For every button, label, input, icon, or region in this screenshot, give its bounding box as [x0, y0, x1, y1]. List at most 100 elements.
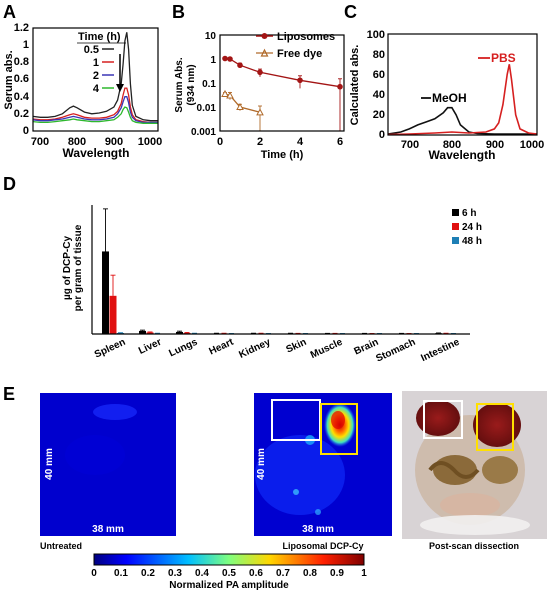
- d-legend-label: 24 h: [462, 222, 482, 233]
- a-ylabel: Serum abs.: [3, 50, 15, 109]
- pa-image-liposomal: 40 mm 38 mm: [254, 393, 392, 536]
- panel-label-e: E: [3, 384, 15, 404]
- a-ytick: 1: [23, 39, 29, 51]
- b-ytick: 0.1: [202, 79, 216, 90]
- a-xtick: 900: [105, 136, 123, 148]
- colorbar-tick: 1: [361, 568, 367, 579]
- c-ytick: 40: [373, 89, 385, 101]
- b-point: [221, 89, 229, 97]
- d-bar: [139, 330, 146, 334]
- d-legend-swatch: [452, 223, 459, 230]
- chart-c-frame: [387, 33, 538, 136]
- d-bar: [109, 295, 117, 334]
- c-ytick: 0: [379, 129, 385, 141]
- panel-e: 40 mm 38 mm Untreated 40 mm 38 mm Liposo…: [40, 391, 547, 591]
- dissection-photo: [402, 391, 547, 539]
- chart-b-marks: [221, 55, 343, 131]
- d-xtick: Heart: [207, 336, 235, 357]
- c-xlabel: Wavelength: [429, 148, 496, 162]
- a-series-line: [32, 87, 158, 124]
- b-point: [222, 55, 228, 62]
- c-xtick: 800: [443, 139, 461, 151]
- chart-a-marks: [32, 32, 158, 124]
- b-xtick: 0: [217, 136, 223, 148]
- colorbar-tick: 0.4: [195, 568, 209, 579]
- b-point: [227, 56, 233, 62]
- b-point: [297, 77, 303, 84]
- a-xtick: 1000: [138, 136, 162, 148]
- b-point: [237, 62, 243, 69]
- d-ylabel-2: per gram of tissue: [73, 224, 84, 311]
- c-series-line: [387, 106, 537, 135]
- d-xtick: Liver: [137, 337, 163, 357]
- a-xtick: 700: [31, 136, 49, 148]
- c-ytick: 60: [373, 69, 385, 81]
- b-ylabel-2: (934 nm): [186, 64, 197, 105]
- a-ytick: 0.4: [14, 91, 30, 103]
- d-ylabel: µg of DCP-Cy: [62, 236, 73, 301]
- b-xlabel: Time (h): [261, 149, 304, 161]
- roi-yellow: [320, 403, 358, 455]
- panel-label-c: C: [344, 2, 357, 22]
- a-xtick: 800: [68, 136, 86, 148]
- b-xtick: 4: [297, 136, 304, 148]
- caption-liposomal: Liposomal DCP-Cy: [282, 541, 363, 551]
- chart-b-frame: [219, 34, 345, 132]
- a-series-line: [32, 32, 158, 122]
- b-legend-label: Free dye: [277, 48, 322, 60]
- d-xtick: Stomach: [374, 337, 417, 365]
- chart-b-yticks: 0.001 0.01 0.1 1 10: [191, 31, 216, 138]
- colorbar-tick: 0.3: [168, 568, 182, 579]
- d-xticks: Spleen Liver Lungs Heart Kidney Skin Mus…: [93, 336, 462, 364]
- colorbar-tick: 0.9: [330, 568, 344, 579]
- a-legend-label: 2: [93, 70, 99, 82]
- b-legend-marker: [260, 48, 269, 57]
- d-bar: [102, 251, 109, 334]
- d-bar: [146, 332, 154, 334]
- colorbar: 0 0.1 0.2 0.3 0.4 0.5 0.6 0.7 0.8 0.9 1 …: [91, 553, 367, 591]
- chart-c-yticks: 0 20 40 60 80 100: [367, 29, 385, 141]
- chart-b-xticks: 0 2 4 6: [217, 136, 343, 148]
- colorbar-tick: 0.5: [222, 568, 236, 579]
- untreated-size-h: 38 mm: [92, 524, 124, 535]
- c-legend-label: PBS: [491, 51, 516, 65]
- b-point: [257, 69, 263, 76]
- panel-label-a: A: [3, 2, 16, 22]
- a-legend-label: 1: [93, 57, 99, 69]
- colorbar-label: Normalized PA amplitude: [169, 580, 289, 591]
- a-ytick: 0: [23, 125, 29, 137]
- panel-label-b: B: [172, 2, 185, 22]
- pa-image-untreated: 40 mm 38 mm: [40, 393, 176, 536]
- d-legend-label: 48 h: [462, 236, 482, 247]
- chart-c-marks: [387, 64, 538, 136]
- liposomal-size-h: 38 mm: [302, 524, 334, 535]
- d-xtick: Kidney: [237, 337, 272, 361]
- b-ytick: 0.01: [197, 103, 217, 114]
- colorbar-tick: 0.2: [141, 568, 155, 579]
- c-series-line: [387, 64, 538, 136]
- d-legend: 6 h 24 h 48 h: [452, 208, 482, 247]
- a-xlabel: Wavelength: [63, 146, 130, 160]
- b-xtick: 2: [257, 136, 263, 148]
- b-xtick: 6: [337, 136, 343, 148]
- dissect-roi-yellow: [476, 403, 514, 451]
- a-legend-label: 0.5: [84, 44, 99, 56]
- a-ytick: 1.2: [14, 22, 29, 34]
- b-point: [236, 102, 244, 110]
- b-legend-marker: [261, 33, 268, 39]
- b-point: [226, 91, 234, 99]
- c-legend: MeOH PBS: [421, 51, 516, 105]
- b-ytick: 0.001: [191, 127, 216, 138]
- a-ytick: 0.8: [14, 56, 29, 68]
- b-ytick: 1: [210, 55, 216, 66]
- a-ytick: 0.6: [14, 73, 29, 85]
- dissect-roi-white: [423, 400, 463, 439]
- b-legend: Liposomes Free dye: [256, 31, 335, 60]
- a-legend-title: Time (h): [78, 31, 121, 43]
- d-legend-swatch: [452, 237, 459, 244]
- c-ytick: 20: [373, 109, 385, 121]
- colorbar-tick: 0: [91, 568, 97, 579]
- chart-b: 0.001 0.01 0.1 1 10 0 2 4 6 Time (h) Ser…: [174, 31, 345, 161]
- d-xtick: Spleen: [93, 337, 127, 361]
